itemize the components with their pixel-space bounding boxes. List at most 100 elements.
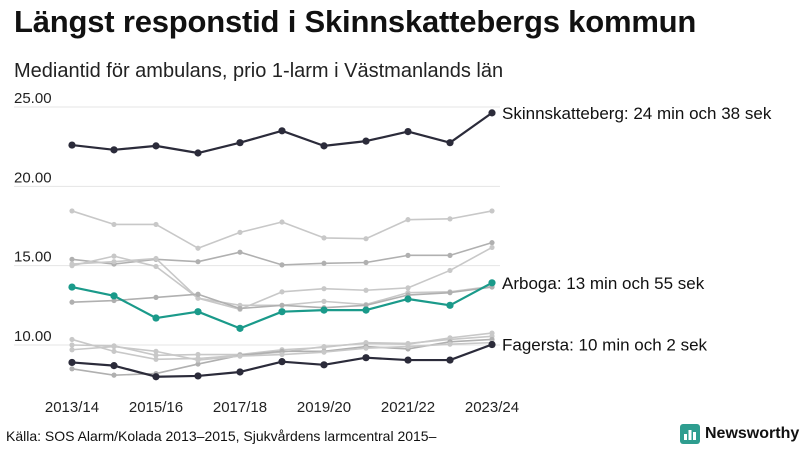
background-series-point	[447, 267, 453, 274]
background-series-point	[321, 235, 327, 241]
y-tick-label: 25.00	[14, 90, 52, 107]
background-series-point	[405, 252, 411, 258]
series-fagersta-point	[362, 354, 370, 362]
background-series-point	[111, 343, 117, 350]
source-note: Källa: SOS Alarm/Kolada 2013–2015, Sjukv…	[6, 428, 437, 444]
background-series-point	[111, 372, 117, 378]
background-series-point	[363, 340, 369, 346]
background-series-point	[69, 261, 75, 267]
background-series-point	[69, 256, 75, 262]
background-series-point	[363, 259, 369, 266]
background-series-point	[111, 221, 117, 228]
series-skinnskatteberg-point	[236, 139, 244, 147]
background-series-point	[321, 260, 327, 266]
series-skinnskatteberg-point	[194, 149, 202, 157]
background-series-point	[363, 287, 369, 293]
series-arboga-point	[194, 308, 202, 316]
background-series-point	[489, 244, 495, 251]
series-fagersta-point	[110, 362, 118, 370]
background-series-point	[489, 208, 495, 214]
background-series-line	[71, 210, 493, 250]
series-skinnskatteberg-point	[110, 146, 118, 154]
background-series-point	[153, 352, 159, 358]
series-label-skinnskatteberg: Skinnskatteberg: 24 min och 38 sek	[502, 104, 772, 123]
series-arboga-point	[110, 292, 118, 300]
background-series-point	[237, 353, 243, 359]
series-arboga-point	[488, 279, 496, 287]
y-tick-label: 10.00	[14, 328, 52, 345]
background-series-point	[195, 291, 201, 297]
series-arboga-point	[362, 306, 370, 314]
background-series-point	[69, 366, 75, 372]
background-series-point	[237, 305, 243, 312]
chart-title: Längst responstid i Skinnskattebergs kom…	[14, 4, 697, 39]
x-tick-label: 2019/20	[297, 399, 351, 416]
background-series-point	[279, 219, 285, 225]
background-series-point	[153, 263, 159, 270]
y-tick-label: 20.00	[14, 169, 52, 186]
background-series-point	[111, 297, 117, 304]
series-fagersta-point	[488, 340, 496, 349]
background-series-point	[195, 351, 201, 358]
background-series-point	[405, 217, 411, 223]
newsworthy-logo-text: Newsworthy	[705, 425, 800, 442]
series-arboga-point	[152, 314, 160, 322]
background-series-point	[153, 294, 159, 300]
series-fagersta-point	[152, 373, 160, 381]
series-arboga-point	[446, 301, 454, 309]
background-series-point	[237, 249, 243, 255]
series-label-arboga: Arboga: 13 min och 55 sek	[502, 274, 705, 293]
series-skinnskatteberg-point	[404, 127, 412, 136]
series-arboga-point	[404, 295, 412, 303]
series-skinnskatteberg-point	[152, 142, 160, 150]
background-series-point	[195, 295, 201, 301]
background-series-point	[321, 349, 327, 355]
series-skinnskatteberg-point	[446, 139, 454, 147]
series-fagersta-point	[446, 356, 454, 364]
background-series-point	[69, 299, 75, 305]
series-skinnskatteberg-point	[362, 137, 370, 145]
y-tick-label: 15.00	[14, 249, 52, 266]
newsworthy-logo: Newsworthy	[680, 424, 799, 444]
series-skinnskatteberg-point	[278, 127, 286, 135]
series-skinnskatteberg-point	[320, 142, 328, 150]
series-fagersta-point	[278, 358, 286, 366]
background-series-point	[69, 336, 75, 343]
background-series-point	[321, 286, 327, 292]
background-series-point	[153, 221, 159, 228]
background-series-point	[363, 302, 369, 308]
background-series-point	[447, 341, 453, 347]
background-series-point	[405, 285, 411, 291]
newsworthy-logo-icon	[680, 424, 700, 444]
background-series-point	[153, 356, 159, 362]
background-series-point	[111, 348, 117, 354]
series-arboga-point	[320, 306, 328, 314]
background-series-point	[363, 345, 369, 351]
x-tick-label: 2017/18	[213, 399, 267, 416]
background-series-point	[279, 262, 285, 268]
background-series-point	[447, 290, 453, 296]
series-fagersta-point	[320, 361, 328, 369]
background-series-point	[153, 348, 159, 354]
series-arboga-point	[278, 308, 286, 316]
background-series-point	[321, 298, 327, 304]
background-series-point	[405, 343, 411, 350]
background-series-point	[69, 347, 75, 353]
background-series-point	[195, 361, 201, 367]
chart-subtitle: Mediantid för ambulans, prio 1-larm i Vä…	[14, 60, 504, 82]
series-arboga-point	[236, 324, 244, 332]
background-series-point	[447, 216, 453, 222]
background-series-point	[363, 236, 369, 242]
background-series-point	[69, 342, 75, 348]
background-series-point	[153, 255, 159, 262]
background-series-point	[279, 289, 285, 295]
background-series-point	[321, 344, 327, 350]
background-series-point	[111, 259, 117, 265]
series-label-fagersta: Fagersta: 10 min och 2 sek	[502, 336, 708, 355]
background-series-point	[111, 253, 117, 259]
background-series-point	[195, 245, 201, 251]
background-series-line	[71, 246, 493, 311]
series-skinnskatteberg-point	[68, 141, 76, 149]
x-tick-label: 2013/14	[45, 399, 99, 416]
